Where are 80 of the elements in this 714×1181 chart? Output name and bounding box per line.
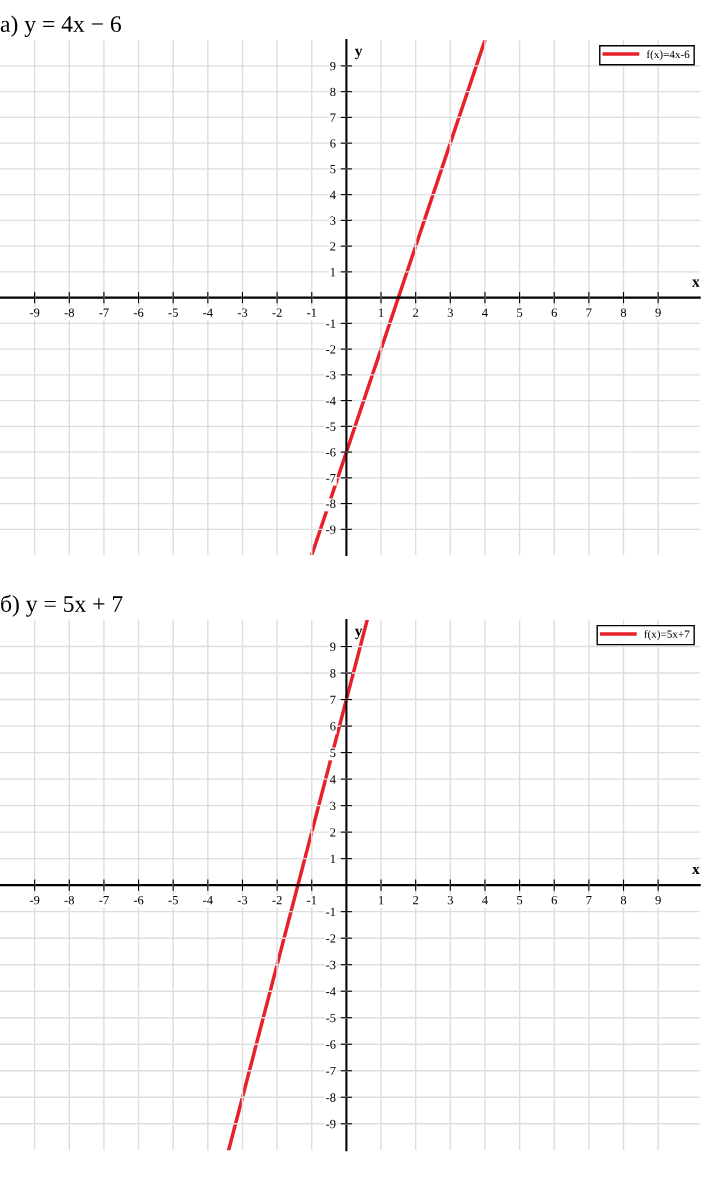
y-tick-label: -1 xyxy=(326,319,336,328)
x-tick-label: -7 xyxy=(99,308,109,317)
x-tick-label: -1 xyxy=(307,308,317,317)
x-tick-label: 4 xyxy=(482,308,488,317)
x-tick-label: -9 xyxy=(29,308,40,317)
x-tick-label: -8 xyxy=(64,308,75,317)
x-axis-title: x xyxy=(692,279,700,287)
y-tick-label: 1 xyxy=(330,267,336,277)
y-tick-label: -5 xyxy=(326,422,336,431)
x-tick-label: -6 xyxy=(133,308,144,317)
y-tick-label: 7 xyxy=(330,113,336,122)
y-tick-label: -7 xyxy=(326,1066,336,1076)
x-tick-label: 8 xyxy=(620,308,627,317)
y-tick-label: 9 xyxy=(330,642,336,651)
x-tick-label: 1 xyxy=(379,308,384,317)
y-tick-label: -4 xyxy=(326,396,336,405)
y-tick-label: -3 xyxy=(326,960,336,970)
x-tick-label: 9 xyxy=(655,308,661,317)
x-tick-label: 8 xyxy=(620,895,627,905)
y-tick-label: 4 xyxy=(329,190,336,199)
chart-title: а) y = 4x − 6 xyxy=(0,15,122,37)
y-tick-label: -2 xyxy=(326,345,336,354)
y-tick-label: 1 xyxy=(330,854,336,863)
legend-label: f(x)=4x-6 xyxy=(646,50,690,61)
y-tick-label: -6 xyxy=(326,448,336,457)
y-tick-label: -1 xyxy=(326,907,336,917)
y-tick-label: 6 xyxy=(330,722,336,731)
y-tick-label: 3 xyxy=(330,801,336,811)
y-tick-label: -9 xyxy=(326,1119,336,1129)
x-tick-label: -8 xyxy=(64,895,75,905)
y-tick-label: -9 xyxy=(326,525,336,534)
x-tick-label: 6 xyxy=(551,895,557,905)
x-axis-title: x xyxy=(692,866,700,874)
x-tick-label: -7 xyxy=(99,896,109,905)
x-tick-label: -4 xyxy=(203,308,213,317)
y-tick-label: -4 xyxy=(326,987,336,996)
x-tick-label: -3 xyxy=(237,308,248,317)
y-axis-title: y xyxy=(354,628,363,640)
x-tick-label: -9 xyxy=(29,895,40,905)
x-tick-label: 6 xyxy=(551,308,557,317)
x-tick-label: -4 xyxy=(203,896,213,905)
chart-title: б) y = 5x + 7 xyxy=(1,594,123,617)
x-tick-label: -2 xyxy=(272,895,282,905)
y-tick-label: 2 xyxy=(330,828,336,837)
y-tick-label: 4 xyxy=(329,775,336,784)
legend-label: f(x)=5x+7 xyxy=(644,630,690,641)
x-tick-label: -5 xyxy=(168,896,178,905)
y-tick-label: -5 xyxy=(326,1013,336,1023)
x-tick-label: 3 xyxy=(447,895,453,905)
y-axis-title: y xyxy=(354,48,363,60)
y-tick-label: -8 xyxy=(326,1093,336,1102)
y-tick-label: 9 xyxy=(330,61,336,71)
y-tick-label: 8 xyxy=(330,87,336,97)
y-tick-label: -6 xyxy=(326,1040,336,1049)
x-tick-label: 5 xyxy=(517,308,523,317)
x-tick-label: -3 xyxy=(237,895,248,905)
y-tick-label: -3 xyxy=(326,370,336,380)
x-tick-label: 2 xyxy=(413,308,419,317)
y-tick-label: 6 xyxy=(330,139,336,148)
x-tick-label: -6 xyxy=(133,895,144,905)
x-tick-label: 2 xyxy=(413,895,419,905)
x-tick-label: 7 xyxy=(586,896,592,905)
y-tick-label: 7 xyxy=(330,695,336,704)
y-tick-label: 8 xyxy=(330,669,336,678)
y-tick-label: 3 xyxy=(330,216,336,225)
y-tick-label: -7 xyxy=(326,473,336,483)
x-tick-label: -1 xyxy=(307,896,317,905)
y-tick-label: 5 xyxy=(330,165,336,174)
y-tick-label: -8 xyxy=(326,499,336,509)
y-tick-label: 2 xyxy=(330,242,336,251)
x-tick-label: 4 xyxy=(482,896,488,905)
y-tick-label: 5 xyxy=(330,748,336,758)
x-tick-label: 3 xyxy=(447,308,453,317)
x-tick-label: -5 xyxy=(168,308,178,317)
x-tick-label: 9 xyxy=(655,895,661,905)
x-tick-label: 5 xyxy=(517,896,523,905)
x-tick-label: -2 xyxy=(272,308,282,317)
x-tick-label: 1 xyxy=(379,896,384,905)
x-tick-label: 7 xyxy=(586,308,592,317)
y-tick-label: -2 xyxy=(326,934,336,943)
